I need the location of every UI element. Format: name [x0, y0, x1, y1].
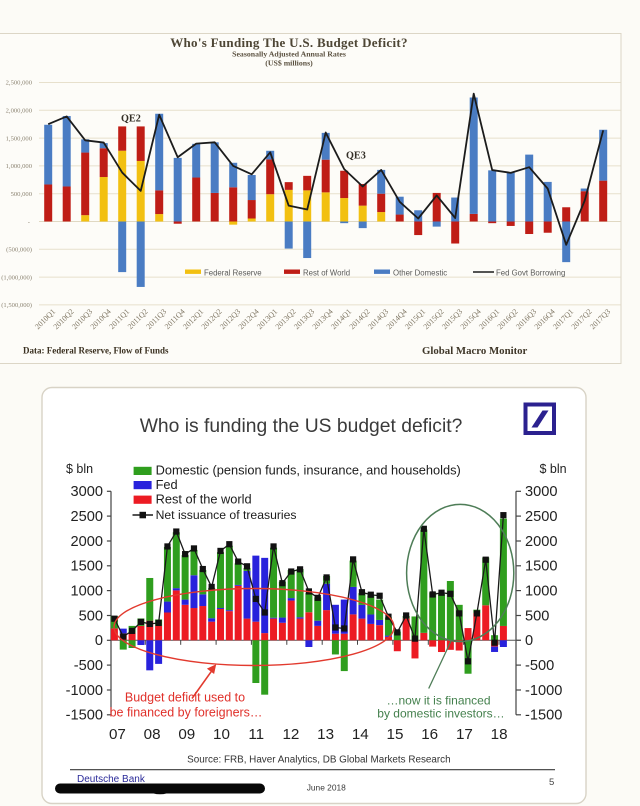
- svg-text:(1,000,000): (1,000,000): [1, 274, 32, 281]
- svg-text:Rest of World: Rest of World: [303, 269, 350, 278]
- svg-text:5: 5: [549, 777, 554, 788]
- svg-text:2,000,000: 2,000,000: [6, 108, 33, 115]
- svg-text:Deutsche Bank: Deutsche Bank: [77, 774, 146, 785]
- svg-text:2000: 2000: [525, 534, 557, 550]
- svg-text:13: 13: [317, 726, 334, 743]
- svg-text:Federal Reserve: Federal Reserve: [204, 269, 262, 278]
- svg-text:Fed: Fed: [156, 477, 178, 492]
- svg-text:$ bln: $ bln: [66, 462, 93, 476]
- svg-text:-: -: [28, 219, 30, 226]
- svg-text:10: 10: [213, 726, 230, 743]
- svg-text:15: 15: [387, 726, 404, 743]
- svg-text:-1000: -1000: [525, 683, 562, 699]
- svg-text:June 2018: June 2018: [307, 783, 346, 793]
- svg-text:-1500: -1500: [66, 708, 103, 724]
- svg-text:3000: 3000: [525, 484, 557, 500]
- svg-text:Who is funding the US budget d: Who is funding the US budget deficit?: [140, 416, 463, 437]
- svg-text:17: 17: [456, 726, 473, 743]
- svg-text:12: 12: [282, 726, 299, 743]
- svg-text:2000: 2000: [71, 534, 103, 550]
- svg-text:14: 14: [352, 726, 369, 743]
- svg-text:(500,000): (500,000): [6, 247, 32, 254]
- svg-text:Budget deficit used to: Budget deficit used to: [125, 691, 245, 705]
- svg-text:(1,500,000): (1,500,000): [1, 302, 32, 309]
- svg-text:2500: 2500: [525, 509, 557, 525]
- svg-text:(US$ millions): (US$ millions): [265, 59, 313, 68]
- svg-text:-1500: -1500: [525, 708, 562, 724]
- svg-text:500,000: 500,000: [11, 191, 33, 198]
- svg-text:16: 16: [421, 726, 438, 743]
- svg-text:1,500,000: 1,500,000: [6, 135, 33, 142]
- svg-text:3000: 3000: [71, 484, 103, 500]
- svg-text:0: 0: [95, 633, 103, 649]
- svg-text:1500: 1500: [525, 559, 557, 575]
- svg-text:-1000: -1000: [66, 683, 103, 699]
- svg-text:1000: 1000: [525, 583, 557, 599]
- svg-text:-500: -500: [74, 658, 103, 674]
- svg-text:by domestic investors…: by domestic investors…: [377, 707, 504, 721]
- svg-text:Global Macro Monitor: Global Macro Monitor: [422, 345, 528, 357]
- svg-text:1500: 1500: [71, 559, 103, 575]
- svg-text:be financed by foreigners…: be financed by foreigners…: [110, 706, 263, 720]
- svg-text:18: 18: [491, 726, 508, 743]
- svg-text:Net issuance of treasuries: Net issuance of treasuries: [156, 508, 297, 522]
- svg-text:08: 08: [144, 726, 161, 743]
- svg-text:2500: 2500: [71, 509, 103, 525]
- svg-text:$ bln: $ bln: [540, 462, 567, 476]
- svg-text:Data: Federal Reserve, Flow of: Data: Federal Reserve, Flow of Funds: [23, 346, 169, 356]
- svg-text:Fed Govt Borrowing: Fed Govt Borrowing: [496, 269, 565, 278]
- svg-text:Rest of the world: Rest of the world: [156, 492, 252, 507]
- svg-text:Seasonally Adjusted Annual Rat: Seasonally Adjusted Annual Rates: [232, 50, 346, 59]
- svg-text:500: 500: [525, 608, 549, 624]
- svg-text:500: 500: [79, 608, 103, 624]
- svg-text:-500: -500: [525, 658, 554, 674]
- svg-text:0: 0: [525, 633, 533, 649]
- svg-text:QE2: QE2: [121, 114, 141, 125]
- svg-text:07: 07: [109, 726, 126, 743]
- svg-text:Other Domestic: Other Domestic: [393, 269, 447, 278]
- svg-text:Source: FRB, Haver Analytics,: Source: FRB, Haver Analytics, DB Global …: [187, 755, 450, 766]
- svg-text:…now it is financed: …now it is financed: [386, 694, 490, 708]
- svg-text:Who's Funding The U.S. Budget: Who's Funding The U.S. Budget Deficit?: [170, 35, 408, 50]
- svg-text:Domestic (pension funds, insur: Domestic (pension funds, insurance, and …: [156, 463, 461, 478]
- svg-text:09: 09: [178, 726, 195, 743]
- svg-text:QE3: QE3: [346, 151, 366, 162]
- svg-text:11: 11: [248, 726, 264, 743]
- svg-text:1,000,000: 1,000,000: [6, 163, 33, 170]
- svg-text:1000: 1000: [71, 583, 103, 599]
- svg-text:2,500,000: 2,500,000: [6, 80, 33, 87]
